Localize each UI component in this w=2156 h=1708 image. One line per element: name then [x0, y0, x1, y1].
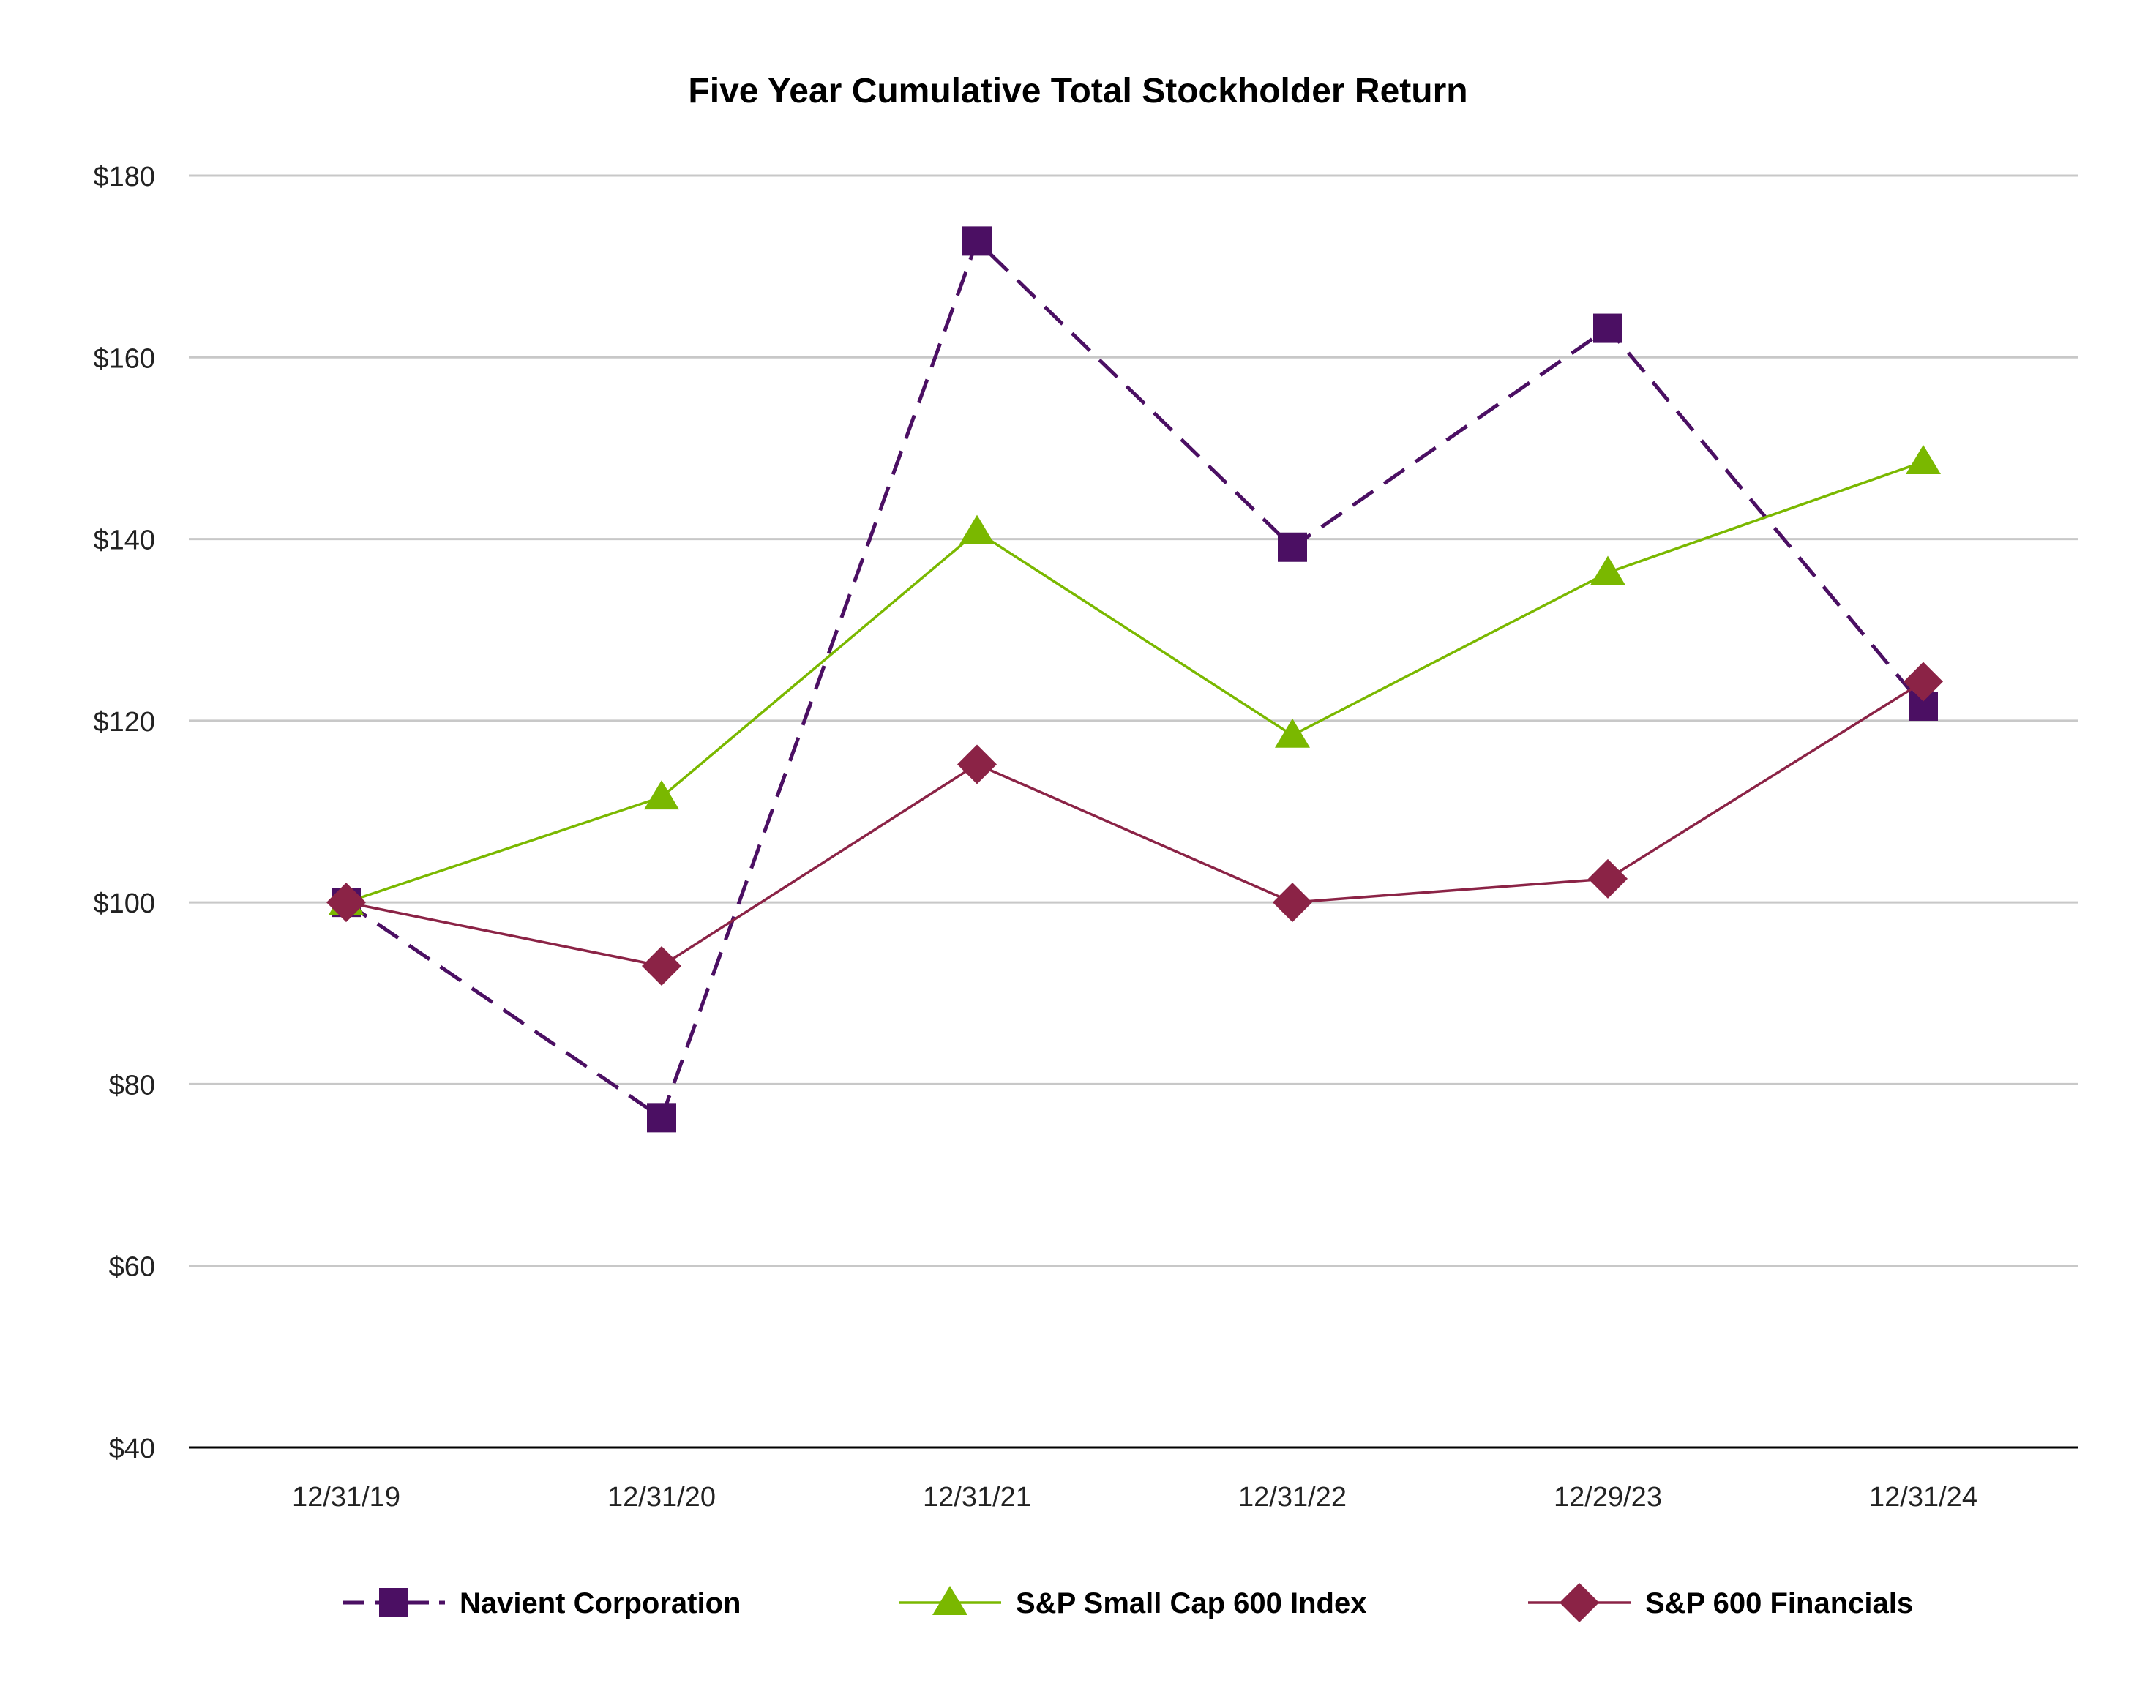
y-tick-label: $100: [93, 888, 155, 919]
legend: Navient Corporation S&P Small Cap 600 Ind…: [343, 1583, 1913, 1622]
legend-item-navient-corporation: Navient Corporation: [343, 1587, 741, 1619]
legend-item-sandp-small-cap-600-index: S&P Small Cap 600 Index: [899, 1586, 1366, 1619]
data-point-navient-corporation: [1278, 532, 1307, 562]
x-tick-label: 12/31/24: [1869, 1482, 1977, 1513]
x-tick-label: 12/31/21: [923, 1482, 1031, 1513]
y-tick-label: $120: [93, 707, 155, 738]
data-point-sandp-600-financials: [1588, 858, 1628, 899]
series-line-sandp-600-financials: [345, 680, 1924, 967]
data-point-sandp-600-financials: [326, 883, 366, 923]
data-point-sandp-small-cap-600-index: [644, 780, 679, 810]
data-point-sandp-small-cap-600-index: [1275, 718, 1310, 748]
legend-label: S&P 600 Financials: [1645, 1587, 1913, 1619]
x-tick-label: 12/29/23: [1554, 1482, 1662, 1513]
data-point-sandp-600-financials: [1273, 883, 1312, 923]
x-tick-label: 12/31/22: [1238, 1482, 1347, 1513]
grid: [189, 174, 2078, 1449]
y-tick-label: $180: [93, 162, 155, 192]
series-layer: [326, 226, 1943, 1133]
legend-marker: [1560, 1583, 1599, 1622]
y-tick-label: $60: [109, 1252, 155, 1283]
x-axis-ticks: 12/31/19 12/31/20 12/31/21 12/31/22 12/29/23…: [292, 1482, 1977, 1513]
data-point-navient-corporation: [1593, 313, 1622, 343]
y-tick-label: $40: [109, 1434, 155, 1464]
series-line-navient-corporation: [345, 237, 1925, 1121]
x-tick-label: 12/31/20: [607, 1482, 716, 1513]
data-point-sandp-600-financials: [1904, 662, 1943, 702]
legend-label: Navient Corporation: [460, 1587, 741, 1619]
y-tick-label: $160: [93, 343, 155, 374]
data-point-sandp-small-cap-600-index: [1906, 445, 1941, 475]
series-line-sandp-small-cap-600-index: [345, 460, 1924, 904]
y-tick-label: $140: [93, 525, 155, 556]
legend-label: S&P Small Cap 600 Index: [1016, 1587, 1366, 1619]
data-point-sandp-small-cap-600-index: [959, 514, 995, 544]
legend-item-sandp-600-financials: S&P 600 Financials: [1528, 1583, 1913, 1622]
data-point-sandp-small-cap-600-index: [1590, 555, 1625, 585]
x-tick-label: 12/31/19: [292, 1482, 400, 1513]
chart-title: Five Year Cumulative Total Stockholder R…: [688, 72, 1467, 111]
data-point-navient-corporation: [962, 226, 992, 256]
data-point-navient-corporation: [647, 1103, 676, 1133]
data-point-sandp-600-financials: [642, 946, 681, 986]
y-tick-label: $80: [109, 1070, 155, 1101]
legend-marker: [379, 1588, 408, 1617]
y-axis-ticks: $40 $60 $80 $100 $120 $140 $160 $180: [93, 162, 155, 1464]
data-point-sandp-600-financials: [957, 744, 997, 784]
legend-marker: [932, 1586, 967, 1615]
